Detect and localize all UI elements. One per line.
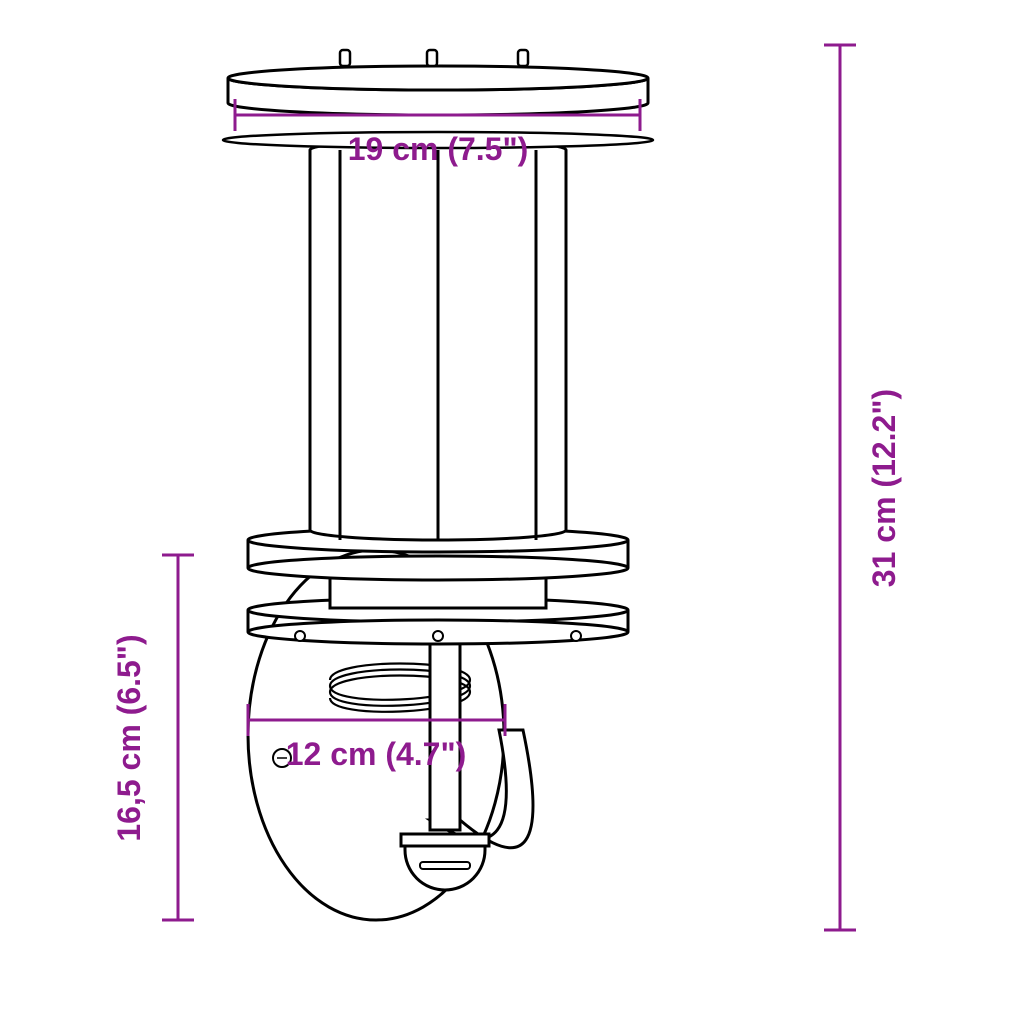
base-height-label: 16,5 cm (6.5") [111,634,147,841]
lamp-drawing [223,50,653,920]
top-width-label: 19 cm (7.5") [348,131,529,167]
full-height-label: 31 cm (12.2") [866,389,902,587]
dimension-diagram: 19 cm (7.5") 12 cm (4.7") 16,5 cm (6.5") 31… [0,0,1024,1024]
cap-screw [340,50,350,66]
arm-tube [430,632,460,830]
cap-screw [427,50,437,66]
base-width-label: 12 cm (4.7") [286,736,467,772]
cap-screw [518,50,528,66]
